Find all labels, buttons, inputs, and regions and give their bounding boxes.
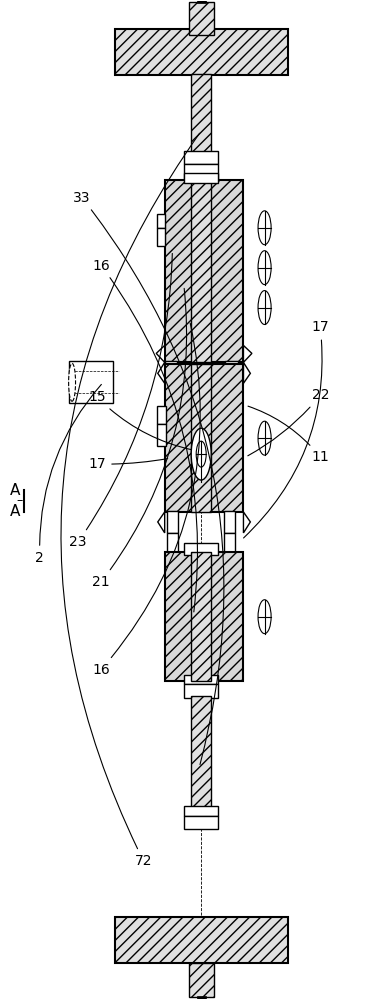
Polygon shape [158,512,165,533]
Bar [188,2,214,35]
Bar [68,361,113,403]
Text: 16: 16 [92,323,200,677]
Bar [157,214,166,228]
Bar [165,361,177,383]
Text: 23: 23 [70,253,172,549]
Bar [225,361,238,383]
Polygon shape [158,362,165,383]
Bar [115,29,288,75]
Bar [197,996,206,999]
Bar [184,151,218,164]
Bar [225,383,238,405]
Bar [184,164,218,181]
Text: 22: 22 [248,388,329,456]
Text: 2: 2 [36,384,101,565]
Polygon shape [243,345,252,362]
Circle shape [258,421,271,455]
Text: 15: 15 [89,390,191,450]
Bar [165,383,177,405]
Bar [184,684,218,698]
Bar [197,0,206,3]
Polygon shape [156,345,165,362]
Circle shape [258,291,271,324]
Circle shape [196,441,206,467]
Bar [184,543,218,555]
Bar [167,511,178,533]
Text: 33: 33 [73,191,224,765]
Bar [157,228,166,246]
Bar [224,533,235,555]
Text: 16: 16 [92,259,197,612]
Bar [165,364,243,512]
Text: 21: 21 [92,288,187,589]
Bar [191,696,211,816]
Bar [184,173,218,183]
Text: 17: 17 [89,457,168,471]
Bar [157,424,166,446]
Circle shape [191,428,211,480]
Bar [115,917,288,963]
Ellipse shape [68,363,75,401]
Bar [191,552,211,681]
Bar [191,364,211,512]
Bar [191,180,211,362]
Polygon shape [243,512,250,533]
Text: 72: 72 [61,133,200,868]
Bar [184,806,218,816]
Text: 17: 17 [243,320,329,538]
Bar [167,533,178,555]
Text: A: A [10,504,20,519]
Circle shape [258,211,271,245]
Bar [184,675,218,684]
Bar [224,511,235,533]
Bar [188,963,214,997]
Polygon shape [243,362,250,383]
Bar [184,816,218,829]
Text: A: A [10,483,20,498]
Bar [165,552,243,681]
Bar [165,180,243,362]
Circle shape [258,600,271,634]
Circle shape [258,251,271,285]
Text: 11: 11 [248,406,329,464]
Text: –: – [17,494,23,507]
Bar [157,406,166,424]
Bar [191,74,211,156]
